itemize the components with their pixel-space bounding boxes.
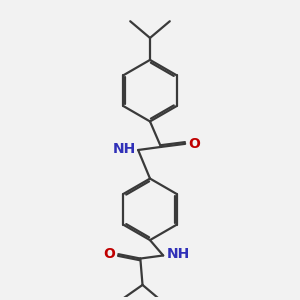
Text: NH: NH (166, 247, 190, 261)
Text: O: O (188, 137, 200, 151)
Text: NH: NH (113, 142, 136, 156)
Text: O: O (103, 247, 115, 261)
